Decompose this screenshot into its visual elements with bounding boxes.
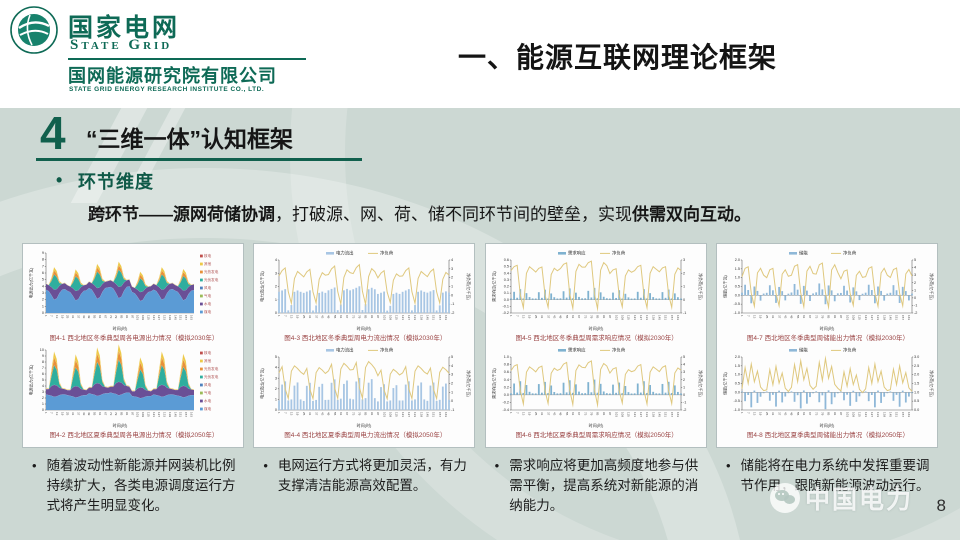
chart-figure-4-1: 图4-1 西北地区冬季典型周各电源出力情况（模拟2030年） [25, 246, 243, 343]
bullet-dot: • [494, 458, 500, 473]
chart-figure-4-5: 图4-5 西北地区冬季典型周需求响应情况（模拟2030年） [488, 246, 706, 343]
note-text-3: 需求响应将更加高频度地参与供需平衡，提高系统对新能源的消纳能力。 [509, 458, 699, 513]
chart-4-5-canvas [488, 246, 705, 334]
chart-4-7-canvas [719, 246, 936, 334]
page-title: 一、能源互联网理论框架 [458, 42, 778, 73]
org-name-en: STATE GRID ENERGY RESEARCH INSTITUTE CO.… [69, 86, 265, 93]
chart-panel-demand-response: 图4-5 西北地区冬季典型周需求响应情况（模拟2030年） 图4-6 西北地区夏… [484, 243, 707, 448]
chart-4-5-caption: 图4-5 西北地区冬季典型周需求响应情况（模拟2030年） [515, 335, 678, 342]
chart-4-8-canvas [719, 343, 936, 431]
bullet-dot: • [725, 458, 731, 473]
state-grid-logo-icon [10, 6, 58, 54]
note-item-1: • 随着波动性新能源并网装机比例持续扩大，各类电源调度运行方式将产生明显变化。 [22, 456, 244, 516]
chart-4-3-caption: 图4-3 西北地区冬季典型周电力流出情况（模拟2030年） [284, 335, 447, 342]
org-name-cn: 国网能源研究院有限公司 [68, 66, 277, 86]
chart-4-7-caption: 图4-7 西北地区冬季典型周储能出力情况（模拟2030年） [746, 335, 910, 342]
note-item-2: • 电网运行方式将更加灵活，有力支撑清洁能源高效配置。 [253, 456, 475, 516]
header-band: 国家电网 State Grid 国网能源研究院有限公司 STATE GRID E… [0, 0, 960, 108]
brand-en: State Grid [70, 37, 173, 53]
chart-panels-row: 图4-1 西北地区冬季典型周各电源出力情况（模拟2030年） 图4-2 西北地区… [22, 243, 938, 450]
chart-panel-grid-flow: 图4-3 西北地区冬季典型周电力流出情况（模拟2030年） 图4-4 西北地区夏… [253, 243, 476, 448]
lead-bold-1: 跨环节——源网荷储协调 [88, 205, 275, 224]
chart-4-4-canvas [257, 343, 474, 431]
chart-panel-source-output: 图4-1 西北地区冬季典型周各电源出力情况（模拟2030年） 图4-2 西北地区… [22, 243, 244, 448]
chart-4-8-caption: 图4-8 西北地区夏季典型周储能出力情况（模拟2050年） [746, 432, 910, 439]
bullet-dot: • [263, 458, 268, 473]
chart-4-1-caption: 图4-1 西北地区冬季典型周各电源出力情况（模拟2030年） [49, 335, 219, 342]
chart-figure-4-7: 图4-7 西北地区冬季典型周储能出力情况（模拟2030年） [719, 246, 937, 343]
note-item-3: • 需求响应将更加高频度地参与供需平衡，提高系统对新能源的消纳能力。 [485, 456, 707, 516]
chart-figure-4-2: 图4-2 西北地区夏季典型周各电源出力情况（模拟2050年） [25, 343, 243, 440]
watermark: 中国电力 [770, 480, 913, 516]
chart-figure-4-3: 图4-3 西北地区冬季典型周电力流出情况（模拟2030年） [256, 246, 474, 343]
note-item-4: • 储能将在电力系统中发挥重要调节作用，跟随新能源波动运行。 [716, 456, 938, 516]
chart-figure-4-4: 图4-4 西北地区夏季典型周电力流出情况（模拟2050年） [256, 343, 474, 440]
chart-figure-4-6: 图4-6 西北地区夏季典型周需求响应情况（模拟2050年） [488, 343, 706, 440]
lead-normal: ，打破源、网、荷、储不同环节间的壁垒，实现 [275, 205, 632, 224]
chart-panel-storage: 图4-7 西北地区冬季典型周储能出力情况（模拟2030年） 图4-8 西北地区夏… [715, 243, 938, 448]
chart-4-6-canvas [488, 343, 705, 431]
section-underline [36, 158, 362, 161]
wechat-logo-icon [770, 483, 800, 513]
dimension-bullet-dot: • [56, 170, 63, 190]
note-text-4: 储能将在电力系统中发挥重要调节作用，跟随新能源波动运行。 [740, 458, 930, 493]
chart-4-6-caption: 图4-6 西北地区夏季典型周需求响应情况（模拟2050年） [515, 432, 678, 439]
note-text-1: 随着波动性新能源并网装机比例持续扩大，各类电源调度运行方式将产生明显变化。 [46, 458, 236, 513]
brand-cn: 国家电网 [68, 14, 181, 42]
brand-divider [68, 58, 306, 60]
note-text-2: 电网运行方式将更加灵活，有力支撑清洁能源高效配置。 [277, 458, 467, 493]
lead-bold-2: 供需双向互动。 [632, 205, 751, 224]
chart-4-3-canvas [257, 246, 474, 334]
watermark-text: 中国电力 [805, 486, 914, 514]
chart-4-2-canvas [26, 343, 242, 431]
dimension-heading: 环节维度 [78, 172, 154, 192]
section-number: 4 [40, 107, 66, 159]
chart-figure-4-8: 图4-8 西北地区夏季典型周储能出力情况（模拟2050年） [719, 343, 937, 440]
chart-4-1-canvas [26, 246, 242, 334]
chart-4-2-caption: 图4-2 西北地区夏季典型周各电源出力情况（模拟2050年） [49, 432, 219, 439]
chart-4-4-caption: 图4-4 西北地区夏季典型周电力流出情况（模拟2050年） [284, 432, 447, 439]
lead-sentence: 跨环节——源网荷储协调，打破源、网、荷、储不同环节间的壁垒，实现供需双向互动。 [88, 200, 944, 225]
page-number: 8 [936, 496, 946, 515]
section-title: “三维一体”认知框架 [86, 126, 293, 152]
notes-row: • 随着波动性新能源并网装机比例持续扩大，各类电源调度运行方式将产生明显变化。 … [22, 456, 938, 516]
bullet-dot: • [32, 458, 37, 473]
